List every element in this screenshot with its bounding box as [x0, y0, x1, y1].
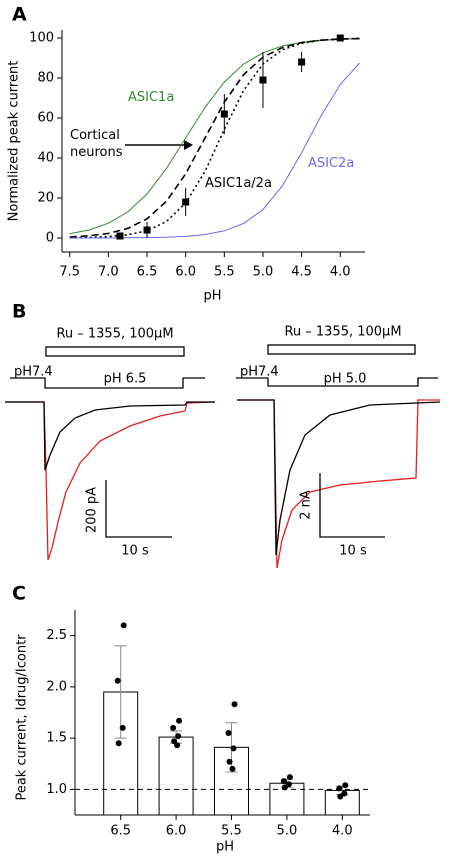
data-point	[229, 765, 236, 772]
series-label: Cortical neurons	[70, 128, 123, 160]
drug-label: Ru – 1355, 100μM	[284, 325, 401, 340]
y-tick-label: 40	[37, 151, 54, 166]
data-point	[182, 198, 190, 206]
scale-bar	[319, 473, 385, 538]
scale-x-label: 10 s	[121, 544, 149, 559]
y-tick-label: 0	[46, 231, 54, 246]
bar	[103, 691, 139, 816]
ph-step	[236, 377, 438, 387]
data-point	[281, 784, 288, 791]
y-tick-label: 60	[37, 111, 54, 126]
x-tick-label: 5.0	[253, 265, 274, 280]
data-point	[286, 774, 293, 781]
x-tick-label: 4.0	[330, 265, 351, 280]
data-point	[259, 76, 267, 84]
scale-bar	[105, 480, 172, 538]
data-point	[336, 785, 343, 792]
y-tick-label: 100	[29, 31, 54, 46]
y-axis-label: Peak current, Idrug/Icontr	[15, 634, 30, 801]
data-point	[119, 724, 126, 731]
panel-label: C	[12, 583, 26, 605]
curve	[69, 37, 360, 238]
test-label: pH 6.5	[104, 372, 147, 387]
scale-y-label: 2 nA	[299, 490, 314, 520]
data-point	[336, 34, 344, 42]
data-point	[225, 730, 232, 736]
drug-label: Ru – 1355, 100μM	[56, 327, 173, 342]
panel-label: A	[12, 4, 27, 26]
scale-x-label: 10 s	[339, 544, 367, 559]
data-point	[120, 622, 127, 629]
x-tick-label: 6.5	[137, 265, 158, 280]
x-tick-label: 6.0	[175, 265, 196, 280]
x-axis-label: pH	[203, 289, 221, 304]
data-point	[143, 226, 151, 234]
series-label: ASIC2a	[308, 156, 355, 171]
y-tick-label: 2.5	[46, 628, 67, 643]
data-point	[226, 758, 233, 765]
x-tick-label: 7.5	[59, 265, 80, 280]
data-point	[230, 745, 237, 752]
data-point	[298, 58, 306, 66]
y-tick-label: 20	[37, 191, 54, 206]
data-point	[176, 717, 183, 724]
baseline-label: pH7.4	[240, 365, 279, 380]
trace-drug	[5, 401, 216, 561]
y-tick-label: 1.5	[46, 731, 67, 746]
x-tick-label: 4.5	[291, 265, 312, 280]
x-tick-label: 6.5	[110, 824, 131, 839]
data-point	[174, 742, 181, 749]
y-tick-label: 2.0	[46, 679, 67, 694]
x-tick-label: 6.0	[166, 824, 187, 839]
data-point	[280, 778, 287, 785]
data-point	[171, 738, 178, 745]
x-tick-label: 5.5	[221, 824, 242, 839]
x-axis-label: pH	[216, 840, 234, 855]
data-point	[170, 724, 177, 731]
x-tick-label: 5.0	[277, 824, 298, 839]
series-label: ASIC1a	[128, 90, 175, 105]
x-tick-label: 4.0	[332, 824, 353, 839]
drug-bar	[45, 346, 185, 357]
data-point	[116, 232, 124, 240]
arrow-head	[184, 140, 193, 150]
data-point	[337, 793, 344, 800]
panel-label: B	[12, 301, 26, 323]
y-axis-label: Normalized peak current	[7, 61, 22, 222]
x-tick-label: 5.5	[214, 265, 235, 280]
trace-control	[5, 401, 215, 471]
y-tick-label: 1.0	[46, 782, 67, 797]
bar	[158, 736, 194, 816]
scale-y-label: 200 pA	[85, 487, 100, 533]
data-point	[342, 782, 349, 789]
data-point	[115, 740, 122, 747]
drug-bar	[267, 344, 416, 355]
ph-step	[10, 377, 205, 389]
y-tick-label: 80	[37, 71, 54, 86]
curve	[69, 37, 360, 239]
data-point	[220, 110, 228, 118]
data-point	[175, 733, 182, 740]
data-point	[231, 701, 238, 708]
test-label: pH 5.0	[324, 372, 367, 387]
baseline-label: pH7.4	[14, 365, 53, 380]
trace-control	[237, 399, 441, 556]
x-tick-label: 7.0	[98, 265, 119, 280]
traces	[5, 140, 441, 569]
series-label: ASIC1a/2a	[205, 176, 272, 191]
data-point	[114, 677, 121, 684]
